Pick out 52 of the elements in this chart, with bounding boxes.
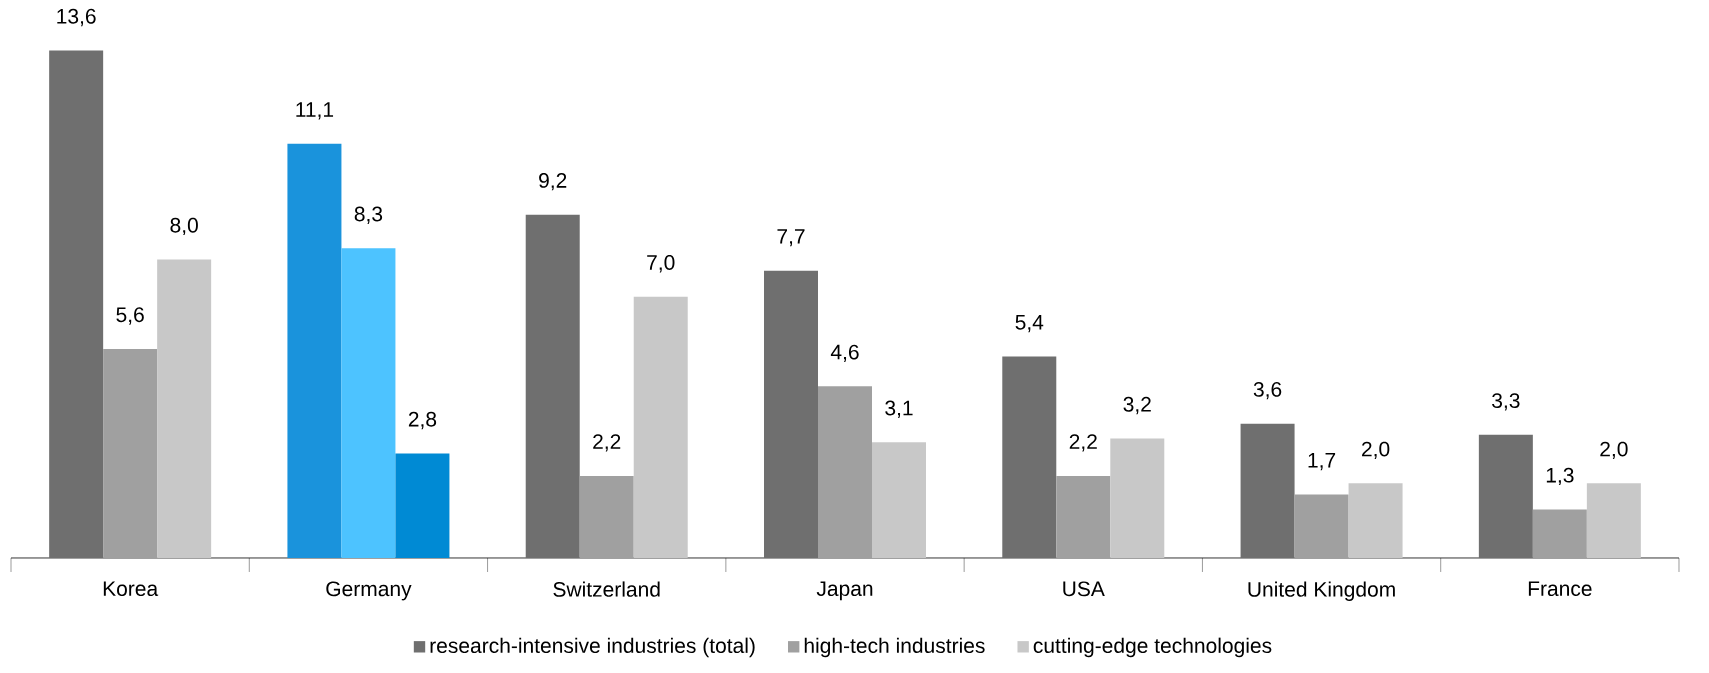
data-label: 8,3 [354, 206, 383, 224]
data-label: 7,0 [647, 255, 675, 273]
data-label: 5,6 [116, 307, 144, 325]
bar [525, 214, 580, 558]
bar [1240, 423, 1295, 558]
data-label: 5,4 [1015, 315, 1044, 333]
data-label: 2,2 [593, 434, 621, 452]
data-label: 13,6 [57, 8, 96, 27]
bar [395, 453, 450, 558]
x-tick-label: United Kingdom [1248, 581, 1395, 601]
data-label: 3,1 [885, 400, 913, 418]
legend-label: cutting-edge technologies [1033, 637, 1272, 658]
bar [157, 259, 212, 558]
x-tick-label: Japan [816, 581, 873, 601]
legend-label: high-tech industries [804, 637, 985, 658]
bar [341, 248, 396, 558]
data-label: 2,0 [1362, 441, 1390, 459]
bar [1056, 475, 1111, 558]
data-label: 7,7 [777, 229, 805, 247]
bar [872, 442, 926, 558]
x-tick-label: France [1528, 581, 1592, 597]
bar [103, 349, 158, 558]
data-label: 11,1 [296, 102, 334, 120]
data-label: 2,2 [1069, 434, 1097, 452]
data-label: 2,0 [1600, 441, 1628, 459]
bar [1294, 494, 1349, 558]
bar [1002, 356, 1057, 558]
bar [633, 296, 688, 558]
data-label: 1,3 [1546, 467, 1574, 486]
data-label: 3,6 [1253, 381, 1282, 400]
bar [287, 143, 342, 558]
data-label: 1,7 [1308, 453, 1336, 471]
data-label: 9,2 [539, 173, 567, 191]
bar [1532, 509, 1587, 558]
x-tick-label: Germany [326, 581, 412, 601]
bar [818, 386, 873, 558]
bar [764, 270, 818, 558]
bar [1478, 434, 1533, 558]
x-tick-label: Korea [103, 581, 159, 597]
bar [49, 50, 104, 558]
data-label: 4,6 [830, 344, 859, 362]
bar [1586, 483, 1641, 558]
bar [1110, 438, 1165, 558]
data-label: 3,3 [1492, 393, 1520, 411]
x-tick-label: Switzerland [553, 581, 660, 597]
legend-label: research-intensive industries (total) [430, 637, 755, 658]
bar [579, 475, 634, 558]
data-label: 3,2 [1123, 396, 1151, 415]
data-label: 2,8 [408, 411, 437, 430]
x-tick-label: USA [1063, 581, 1105, 597]
bar [1348, 483, 1403, 558]
data-label: 8,0 [170, 217, 198, 236]
